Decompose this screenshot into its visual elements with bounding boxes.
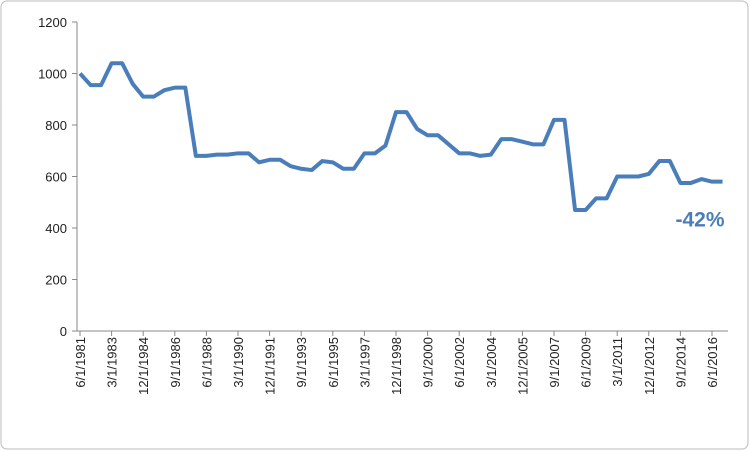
y-tick-label: 0: [60, 324, 67, 339]
x-tick-label: 9/1/1986: [168, 337, 183, 388]
y-tick-label: 1000: [38, 67, 67, 82]
x-tick-label: 3/1/1990: [231, 337, 246, 388]
x-tick-label: 3/1/2011: [610, 337, 625, 387]
x-tick-label: 6/1/2009: [579, 337, 594, 388]
x-tick-label: 3/1/1997: [357, 337, 372, 388]
x-tick-label: 6/1/2002: [452, 337, 467, 388]
y-tick-label: 200: [45, 273, 67, 288]
x-tick-label: 9/1/2014: [673, 337, 688, 388]
x-tick-label: 3/1/1983: [105, 337, 120, 388]
x-tick-label: 12/1/1984: [136, 337, 151, 395]
y-tick-label: 1200: [38, 15, 67, 30]
x-tick-label: 6/1/1981: [73, 337, 88, 388]
y-tick-label: 600: [45, 170, 67, 185]
annotation: -42%: [675, 209, 724, 232]
x-tick-label: 12/1/2005: [515, 337, 530, 395]
x-tick-label: 9/1/2007: [547, 337, 562, 388]
line: [78, 61, 723, 212]
y-tick-label: 800: [45, 118, 67, 133]
x-tick-label: 6/1/2016: [705, 337, 720, 388]
x-tick-label: 6/1/1995: [326, 337, 341, 388]
y-tick-label: 400: [45, 221, 67, 236]
x-tick-label: 12/1/1991: [263, 337, 278, 395]
x-tick-label: 12/1/1998: [389, 337, 404, 395]
x-tick-label: 9/1/1993: [294, 337, 309, 388]
x-tick-label: 9/1/2000: [421, 337, 436, 388]
x-tick-label: 3/1/2004: [484, 337, 499, 388]
x-tick-label: 6/1/1988: [199, 337, 214, 388]
x-tick-label: 12/1/2012: [642, 337, 657, 395]
